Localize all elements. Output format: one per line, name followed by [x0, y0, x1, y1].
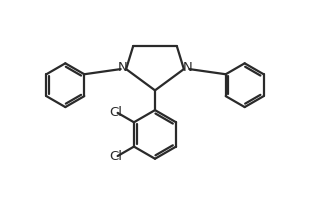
- Text: Cl: Cl: [110, 106, 122, 119]
- Text: N: N: [183, 61, 193, 74]
- Text: N: N: [117, 61, 127, 74]
- Text: Cl: Cl: [110, 150, 122, 163]
